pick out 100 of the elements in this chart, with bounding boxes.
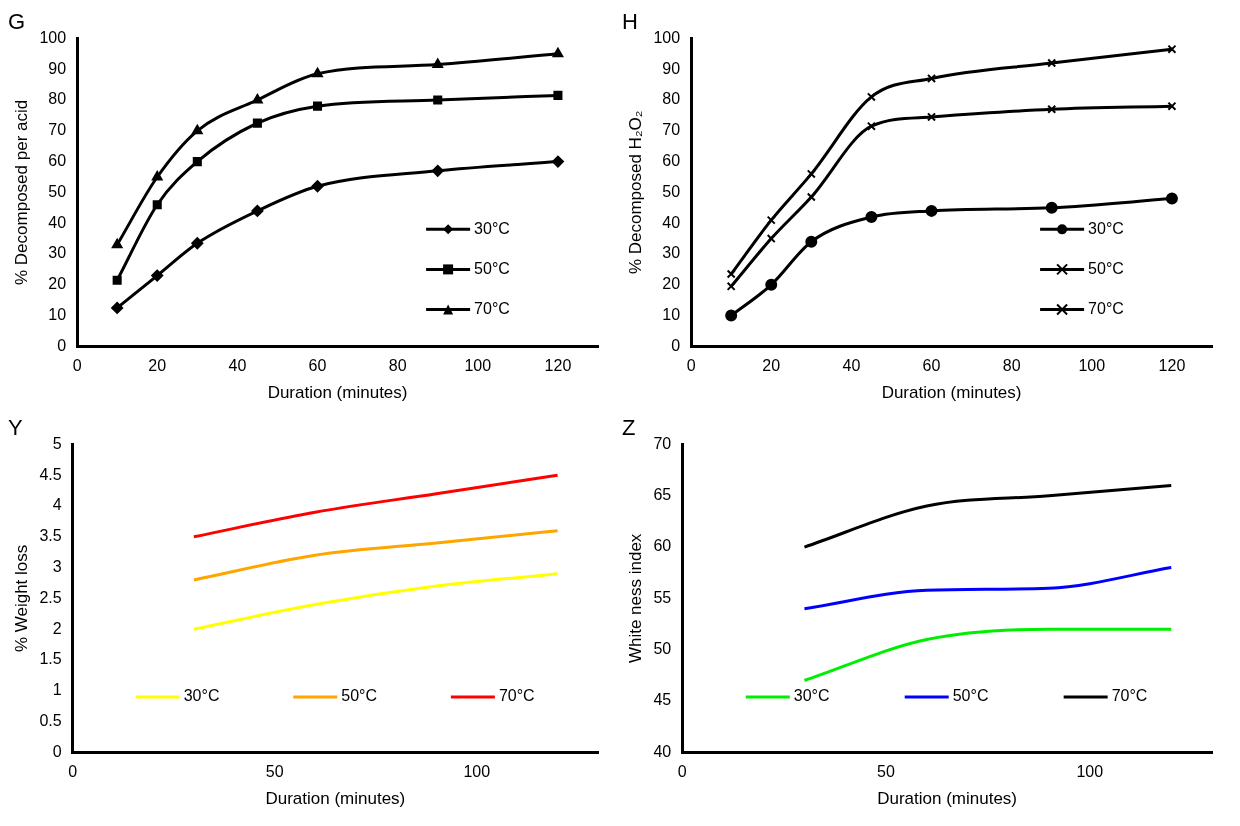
point <box>111 301 124 314</box>
x-tick-label: 40 <box>228 357 247 375</box>
point <box>806 192 816 202</box>
point <box>725 309 738 322</box>
y-tick-label: 30 <box>48 244 67 262</box>
legend-label: 50°C <box>341 687 378 705</box>
y-tick-label: 0 <box>671 336 681 354</box>
point <box>926 112 937 122</box>
x-tick-label: 100 <box>464 357 492 375</box>
point <box>1045 201 1058 214</box>
y-tick-label: 2 <box>52 619 62 637</box>
point <box>805 235 818 248</box>
y-tick-label: 20 <box>662 275 681 293</box>
point <box>191 237 204 250</box>
y-tick-label: 40 <box>48 213 67 231</box>
x-axis-title: Duration (minutes) <box>877 789 1018 809</box>
y-tick-label: 60 <box>662 152 681 170</box>
point <box>111 238 123 249</box>
legend-label: 50°C <box>474 259 510 277</box>
y-tick-label: 50 <box>653 640 672 658</box>
x-tick-label: 0 <box>68 763 78 781</box>
y-tick-label: 4 <box>52 496 62 514</box>
point <box>151 269 164 282</box>
point <box>551 155 564 168</box>
y-axis-title: White ness index <box>625 533 645 664</box>
x-tick-label: 50 <box>877 763 895 781</box>
y-tick-label: 2.5 <box>39 588 62 606</box>
point <box>766 215 776 225</box>
y-tick-label: 30 <box>662 244 681 262</box>
point <box>1165 192 1178 205</box>
point <box>251 204 264 217</box>
point <box>1047 58 1057 68</box>
legend-label: 70°C <box>498 687 535 705</box>
y-tick-label: 3 <box>52 558 62 576</box>
point <box>925 204 938 217</box>
x-tick-label: 20 <box>762 357 781 375</box>
point <box>765 278 778 291</box>
point <box>252 118 262 128</box>
y-tick-label: 10 <box>48 306 67 324</box>
point <box>1167 101 1177 111</box>
legend-label: 70°C <box>474 299 510 317</box>
point <box>433 95 443 105</box>
x-tick-label: 100 <box>463 763 491 781</box>
legend-label: 30°C <box>793 687 830 705</box>
legend-label: 70°C <box>1088 299 1124 317</box>
x-tick-label: 80 <box>1002 357 1021 375</box>
x-tick-label: 100 <box>1076 763 1104 781</box>
point <box>112 275 122 285</box>
line-series <box>192 473 560 539</box>
y-tick-label: 3.5 <box>39 527 62 545</box>
y-tick-label: 90 <box>662 59 681 77</box>
line-series <box>802 566 1173 611</box>
x-tick-label: 120 <box>544 357 572 375</box>
line-series <box>802 483 1173 549</box>
chart-title: Z <box>622 415 636 441</box>
x-tick-label: 0 <box>686 357 696 375</box>
y-axis-title: % Decomposed per acid <box>11 99 31 286</box>
point <box>151 171 163 181</box>
point <box>866 121 876 131</box>
y-tick-label: 45 <box>653 691 672 709</box>
x-tick-label: 60 <box>922 357 941 375</box>
point <box>926 73 937 83</box>
chart-title: G <box>8 9 26 35</box>
y-tick-label: 40 <box>662 213 681 231</box>
y-tick-label: 80 <box>662 90 681 108</box>
point <box>252 94 263 104</box>
x-axis-title: Duration (minutes) <box>881 383 1022 403</box>
point <box>152 200 162 210</box>
point <box>432 58 444 69</box>
legend-label: 50°C <box>952 687 989 705</box>
point <box>865 211 878 224</box>
legend-label: 50°C <box>1088 259 1124 277</box>
y-tick-label: 10 <box>662 306 681 324</box>
y-tick-label: 90 <box>48 59 67 77</box>
line-series <box>192 572 560 631</box>
y-tick-label: 80 <box>48 90 67 108</box>
legend-label: 70°C <box>1111 687 1148 705</box>
point <box>726 281 736 291</box>
y-tick-label: 100 <box>653 28 681 46</box>
y-tick-label: 0.5 <box>39 712 62 730</box>
point <box>726 269 736 279</box>
x-tick-label: 0 <box>72 357 82 375</box>
y-axis-title: % Decomposed H₂O₂ <box>625 110 645 275</box>
y-tick-label: 20 <box>48 275 67 293</box>
y-tick-label: 50 <box>662 182 681 200</box>
y-tick-label: 0 <box>57 336 67 354</box>
y-tick-label: 100 <box>39 28 67 46</box>
x-tick-label: 120 <box>1158 357 1186 375</box>
chart-title: Y <box>8 415 23 441</box>
point <box>192 157 202 167</box>
y-tick-label: 70 <box>653 434 672 452</box>
point <box>1167 44 1177 54</box>
point <box>1047 104 1057 114</box>
y-tick-label: 4.5 <box>39 465 62 483</box>
point <box>312 101 323 111</box>
point <box>311 180 324 193</box>
y-tick-label: 60 <box>653 537 672 555</box>
y-tick-label: 60 <box>48 152 67 170</box>
y-axis-title: % Weight loss <box>11 544 31 653</box>
y-tick-label: 55 <box>653 588 672 606</box>
